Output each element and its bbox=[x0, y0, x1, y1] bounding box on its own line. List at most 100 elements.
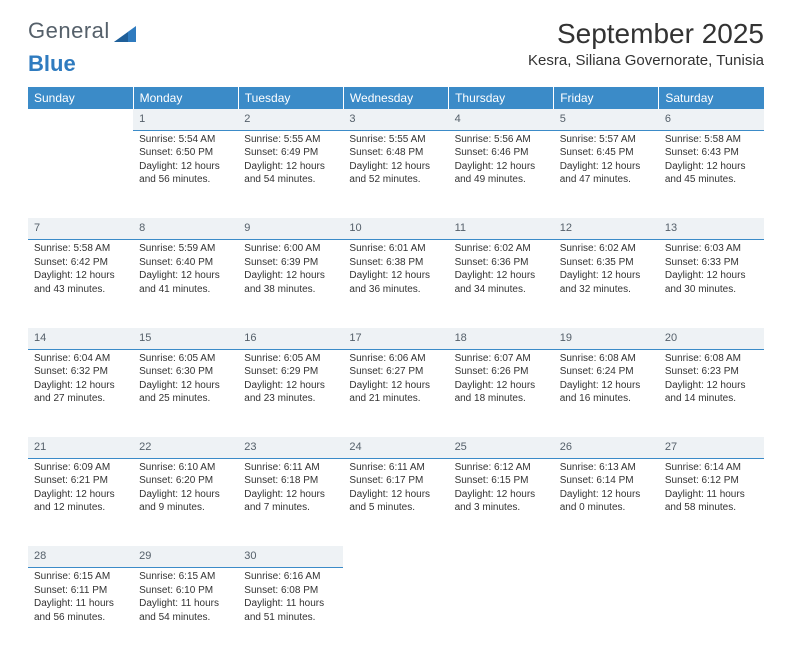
day1-text: Daylight: 12 hours bbox=[34, 269, 127, 283]
day-number-cell: 24 bbox=[343, 437, 448, 458]
day2-text: and 3 minutes. bbox=[455, 501, 548, 515]
day2-text: and 34 minutes. bbox=[455, 283, 548, 297]
day2-text: and 21 minutes. bbox=[349, 392, 442, 406]
day2-text: and 18 minutes. bbox=[455, 392, 548, 406]
day-number-cell: 29 bbox=[133, 546, 238, 567]
day-number-cell: 25 bbox=[449, 437, 554, 458]
day1-text: Daylight: 12 hours bbox=[34, 488, 127, 502]
day-number-cell bbox=[449, 546, 554, 567]
calendar-day-cell: Sunrise: 5:59 AMSunset: 6:40 PMDaylight:… bbox=[133, 240, 238, 328]
day-number-cell bbox=[28, 109, 133, 130]
sunset-text: Sunset: 6:42 PM bbox=[34, 256, 127, 270]
day2-text: and 23 minutes. bbox=[244, 392, 337, 406]
day1-text: Daylight: 12 hours bbox=[560, 488, 653, 502]
sunrise-text: Sunrise: 5:54 AM bbox=[139, 133, 232, 147]
day2-text: and 32 minutes. bbox=[560, 283, 653, 297]
sunrise-text: Sunrise: 6:02 AM bbox=[455, 242, 548, 256]
day-number-cell: 10 bbox=[343, 218, 448, 239]
day2-text: and 14 minutes. bbox=[665, 392, 758, 406]
weekday-tuesday: Tuesday bbox=[238, 87, 343, 109]
sunset-text: Sunset: 6:36 PM bbox=[455, 256, 548, 270]
calendar-week-row: Sunrise: 5:54 AMSunset: 6:50 PMDaylight:… bbox=[28, 130, 764, 218]
day2-text: and 47 minutes. bbox=[560, 173, 653, 187]
day-number-cell bbox=[343, 546, 448, 567]
sunrise-text: Sunrise: 6:12 AM bbox=[455, 461, 548, 475]
calendar-day-cell: Sunrise: 6:08 AMSunset: 6:24 PMDaylight:… bbox=[554, 349, 659, 437]
calendar-day-cell: Sunrise: 6:00 AMSunset: 6:39 PMDaylight:… bbox=[238, 240, 343, 328]
weekday-thursday: Thursday bbox=[449, 87, 554, 109]
calendar-page: General September 2025 Kesra, Siliana Go… bbox=[0, 0, 792, 666]
day-number-cell: 11 bbox=[449, 218, 554, 239]
day2-text: and 12 minutes. bbox=[34, 501, 127, 515]
sunset-text: Sunset: 6:35 PM bbox=[560, 256, 653, 270]
logo-text-general: General bbox=[28, 18, 110, 44]
sunset-text: Sunset: 6:15 PM bbox=[455, 474, 548, 488]
day-number-cell: 27 bbox=[659, 437, 764, 458]
calendar-day-cell: Sunrise: 6:09 AMSunset: 6:21 PMDaylight:… bbox=[28, 458, 133, 546]
day1-text: Daylight: 12 hours bbox=[244, 488, 337, 502]
day-number-cell: 23 bbox=[238, 437, 343, 458]
day-number-cell: 14 bbox=[28, 328, 133, 349]
day1-text: Daylight: 12 hours bbox=[244, 160, 337, 174]
sunset-text: Sunset: 6:46 PM bbox=[455, 146, 548, 160]
day-number-cell bbox=[554, 546, 659, 567]
day-number-cell: 17 bbox=[343, 328, 448, 349]
calendar-day-cell: Sunrise: 6:11 AMSunset: 6:17 PMDaylight:… bbox=[343, 458, 448, 546]
weekday-friday: Friday bbox=[554, 87, 659, 109]
day1-text: Daylight: 11 hours bbox=[139, 597, 232, 611]
sunrise-text: Sunrise: 5:58 AM bbox=[665, 133, 758, 147]
sunrise-text: Sunrise: 5:59 AM bbox=[139, 242, 232, 256]
sunrise-text: Sunrise: 6:04 AM bbox=[34, 352, 127, 366]
day-number-cell: 21 bbox=[28, 437, 133, 458]
day2-text: and 58 minutes. bbox=[665, 501, 758, 515]
sunset-text: Sunset: 6:43 PM bbox=[665, 146, 758, 160]
calendar-day-cell: Sunrise: 6:10 AMSunset: 6:20 PMDaylight:… bbox=[133, 458, 238, 546]
sunset-text: Sunset: 6:33 PM bbox=[665, 256, 758, 270]
logo-text-blue: Blue bbox=[28, 51, 76, 76]
day-number-cell: 19 bbox=[554, 328, 659, 349]
sunrise-text: Sunrise: 5:56 AM bbox=[455, 133, 548, 147]
day1-text: Daylight: 12 hours bbox=[560, 160, 653, 174]
day2-text: and 0 minutes. bbox=[560, 501, 653, 515]
day2-text: and 36 minutes. bbox=[349, 283, 442, 297]
location-label: Kesra, Siliana Governorate, Tunisia bbox=[528, 52, 764, 69]
sunrise-text: Sunrise: 6:09 AM bbox=[34, 461, 127, 475]
day2-text: and 7 minutes. bbox=[244, 501, 337, 515]
sunrise-text: Sunrise: 6:11 AM bbox=[244, 461, 337, 475]
sunset-text: Sunset: 6:32 PM bbox=[34, 365, 127, 379]
month-title: September 2025 bbox=[528, 18, 764, 50]
day1-text: Daylight: 12 hours bbox=[665, 160, 758, 174]
day1-text: Daylight: 12 hours bbox=[349, 269, 442, 283]
sunset-text: Sunset: 6:12 PM bbox=[665, 474, 758, 488]
sunrise-text: Sunrise: 6:15 AM bbox=[139, 570, 232, 584]
calendar-week-row: Sunrise: 5:58 AMSunset: 6:42 PMDaylight:… bbox=[28, 240, 764, 328]
sunrise-text: Sunrise: 6:08 AM bbox=[560, 352, 653, 366]
sunset-text: Sunset: 6:21 PM bbox=[34, 474, 127, 488]
calendar-day-cell: Sunrise: 6:14 AMSunset: 6:12 PMDaylight:… bbox=[659, 458, 764, 546]
day1-text: Daylight: 12 hours bbox=[455, 379, 548, 393]
weekday-header-row: Sunday Monday Tuesday Wednesday Thursday… bbox=[28, 87, 764, 109]
day2-text: and 43 minutes. bbox=[34, 283, 127, 297]
sunrise-text: Sunrise: 5:55 AM bbox=[244, 133, 337, 147]
sunrise-text: Sunrise: 6:05 AM bbox=[244, 352, 337, 366]
calendar-day-cell: Sunrise: 6:08 AMSunset: 6:23 PMDaylight:… bbox=[659, 349, 764, 437]
sunrise-text: Sunrise: 6:03 AM bbox=[665, 242, 758, 256]
day1-text: Daylight: 12 hours bbox=[139, 269, 232, 283]
day1-text: Daylight: 12 hours bbox=[560, 379, 653, 393]
day1-text: Daylight: 12 hours bbox=[139, 379, 232, 393]
day-number-cell: 12 bbox=[554, 218, 659, 239]
sunrise-text: Sunrise: 5:55 AM bbox=[349, 133, 442, 147]
day2-text: and 38 minutes. bbox=[244, 283, 337, 297]
day1-text: Daylight: 12 hours bbox=[665, 269, 758, 283]
day1-text: Daylight: 12 hours bbox=[244, 269, 337, 283]
sunset-text: Sunset: 6:08 PM bbox=[244, 584, 337, 598]
day-number-cell: 5 bbox=[554, 109, 659, 130]
day1-text: Daylight: 12 hours bbox=[665, 379, 758, 393]
weekday-wednesday: Wednesday bbox=[343, 87, 448, 109]
sunrise-text: Sunrise: 6:10 AM bbox=[139, 461, 232, 475]
logo-triangle-icon bbox=[114, 26, 136, 42]
day-number-cell: 20 bbox=[659, 328, 764, 349]
day1-text: Daylight: 12 hours bbox=[455, 488, 548, 502]
day-number-row: 14151617181920 bbox=[28, 328, 764, 349]
sunset-text: Sunset: 6:20 PM bbox=[139, 474, 232, 488]
